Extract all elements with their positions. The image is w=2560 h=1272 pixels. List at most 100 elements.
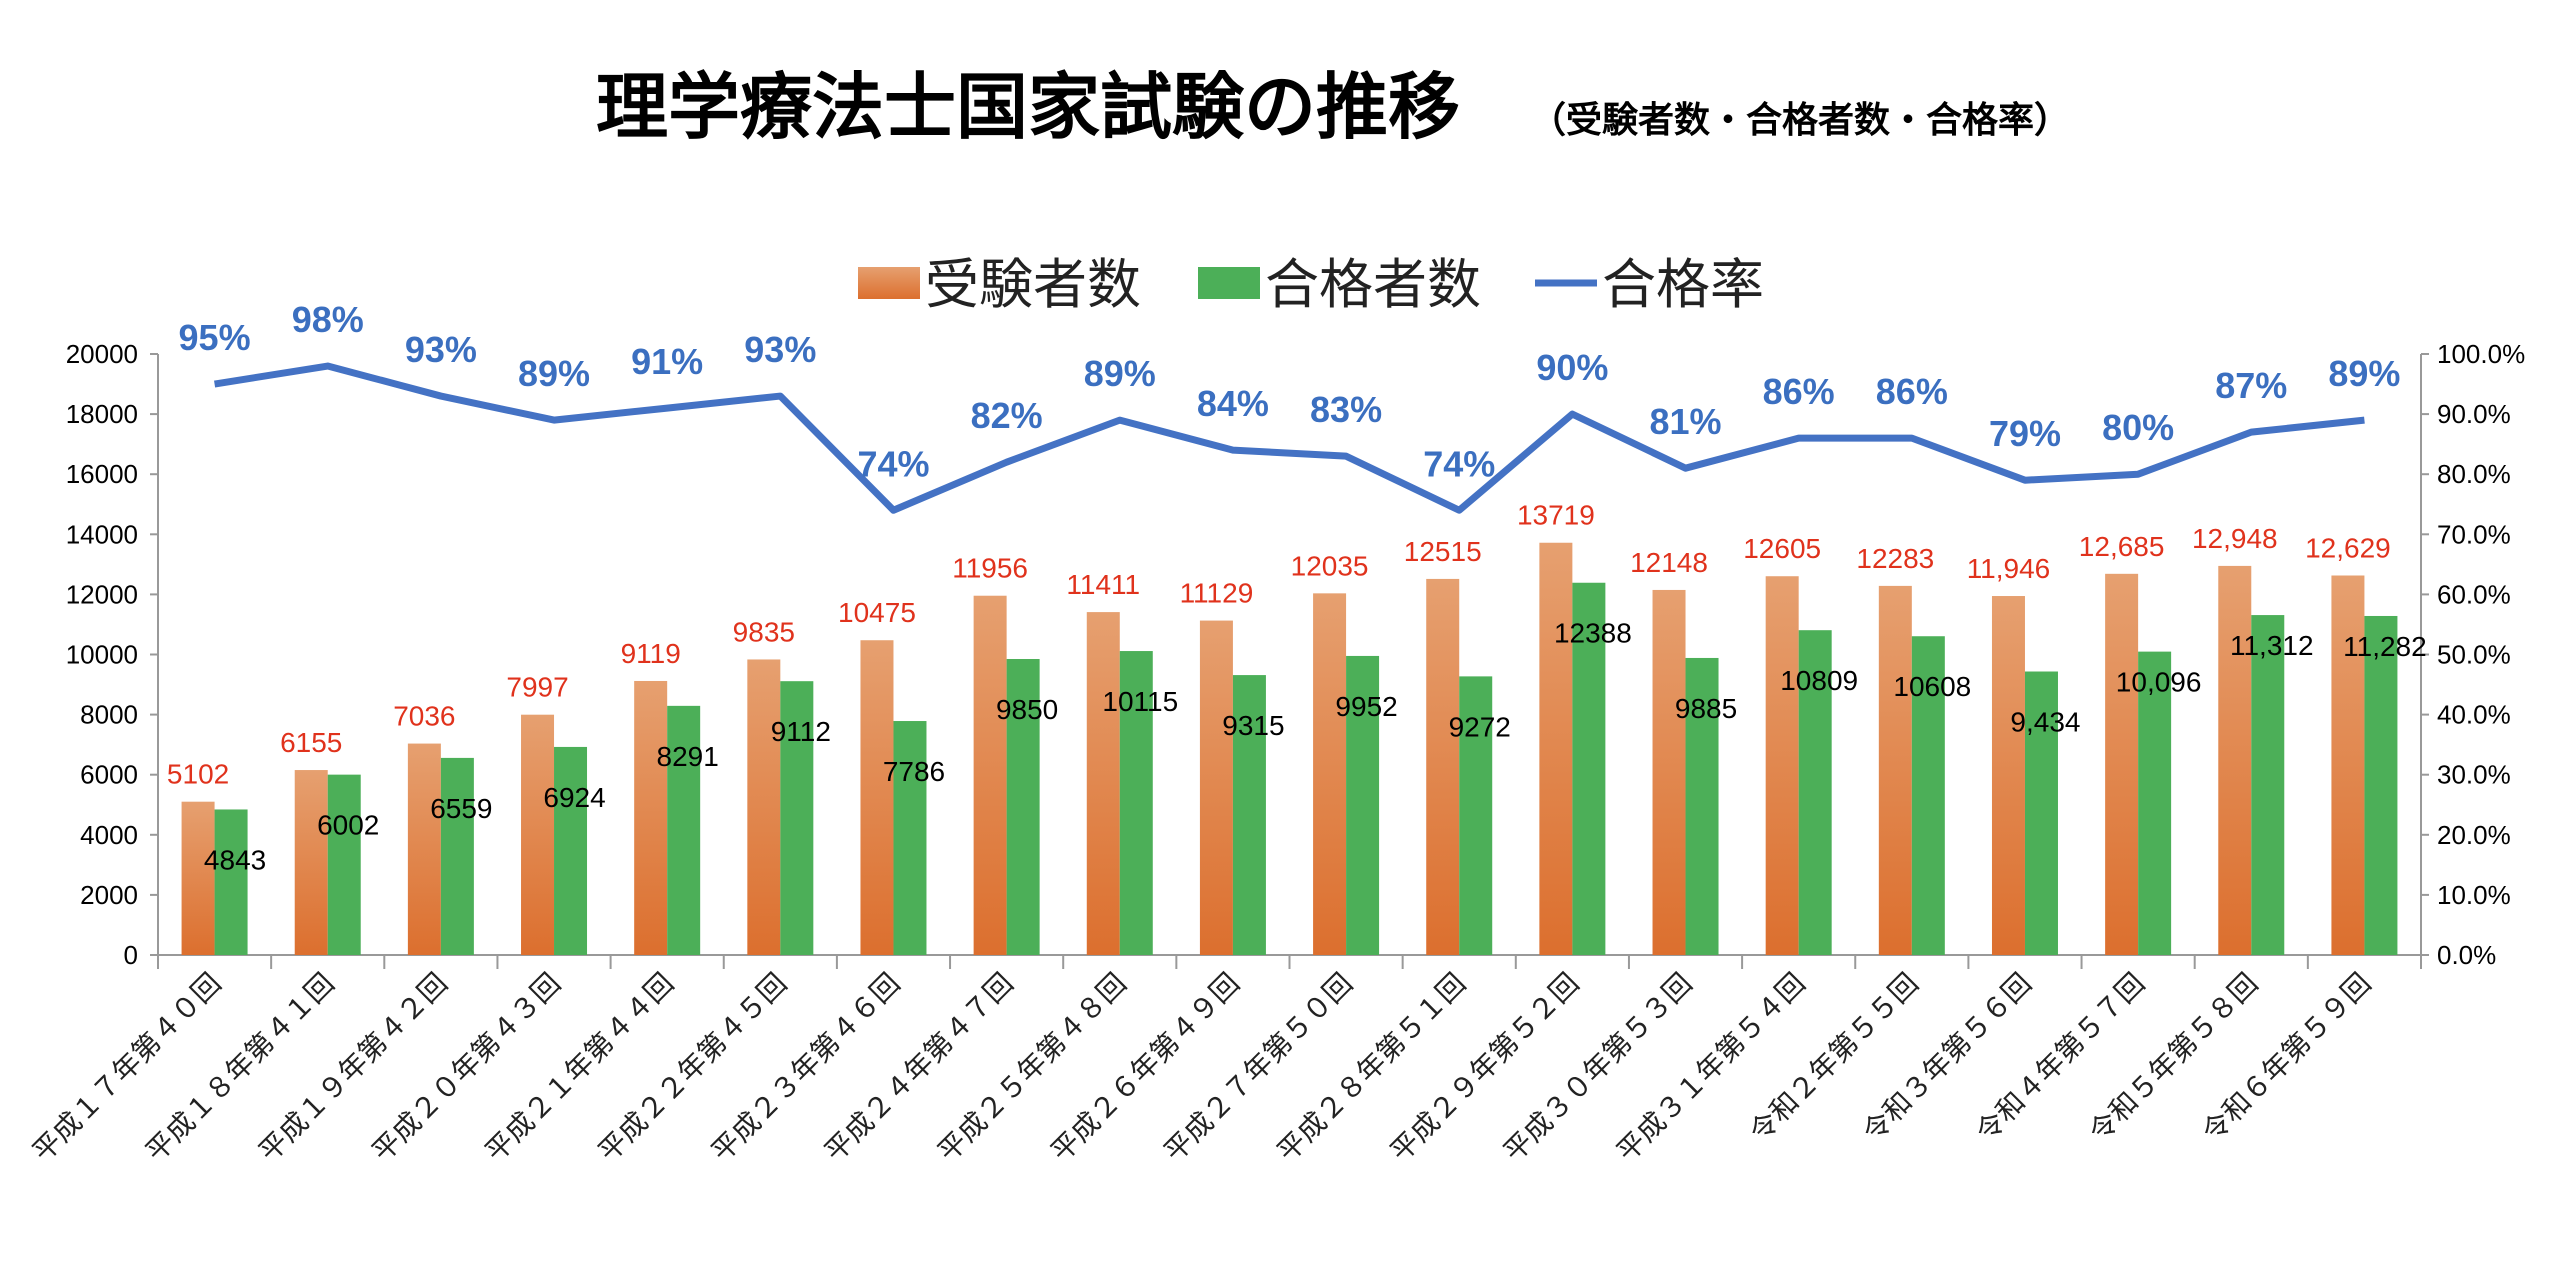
chart-title: 理学療法士国家試験の推移 — [596, 65, 1460, 149]
right-tick-label: 0.0% — [2437, 940, 2496, 970]
rate-label: 89% — [518, 353, 590, 394]
rate-label: 74% — [857, 443, 929, 484]
passers-bar — [1911, 636, 1945, 955]
passers-label: 9850 — [996, 694, 1058, 725]
examinees-label: 10475 — [838, 597, 916, 628]
right-tick-label: 60.0% — [2437, 579, 2511, 609]
examinees-label: 11411 — [1066, 569, 1140, 600]
passers-label: 10608 — [1893, 671, 1971, 702]
chart-subtitle: （受験者数・合格者数・合格率） — [1530, 100, 2070, 141]
examinees-label: 11129 — [1180, 578, 1254, 609]
passers-bar — [1346, 655, 1380, 955]
examinees-bar — [1878, 585, 1912, 955]
examinees-bar — [860, 640, 894, 955]
examinees-bar — [2105, 573, 2139, 955]
rate-label: 86% — [1876, 371, 1948, 412]
passers-label: 6924 — [543, 782, 605, 813]
rate-label: 87% — [2215, 365, 2287, 406]
examinees-label: 12035 — [1291, 550, 1369, 581]
examinees-label: 13719 — [1517, 500, 1595, 531]
passers-bar — [1685, 657, 1719, 955]
passers-bar — [554, 746, 588, 955]
passers-bar — [1572, 582, 1606, 955]
category-label: 平成２３年第４６回 — [705, 967, 907, 1169]
left-tick-label: 14000 — [66, 519, 138, 549]
passers-bar — [1006, 659, 1040, 955]
category-label: 平成３０年第５３回 — [1497, 967, 1699, 1169]
examinees-label: 11,946 — [1967, 553, 2051, 584]
legend-label-examinees: 受験者数 — [925, 253, 1141, 316]
passers-label: 9112 — [771, 716, 831, 747]
examinees-label: 9119 — [621, 638, 681, 669]
rate-label: 82% — [971, 395, 1043, 436]
rate-label: 83% — [1310, 389, 1382, 430]
left-tick-label: 4000 — [80, 820, 138, 850]
right-tick-label: 30.0% — [2437, 760, 2511, 790]
category-label: 平成２９年第５２回 — [1384, 967, 1586, 1169]
rate-label: 98% — [292, 299, 364, 340]
category-label: 平成２０年第４３回 — [365, 967, 567, 1169]
examinees-bar — [1313, 593, 1347, 955]
examinees-bar — [1991, 596, 2025, 955]
examinees-bar — [747, 659, 781, 955]
category-label: 平成２５年第４８回 — [931, 967, 1133, 1169]
passers-bar — [1798, 630, 1832, 955]
examinees-bar — [1086, 612, 1120, 955]
rate-label: 79% — [1989, 413, 2061, 454]
rate-label: 84% — [1197, 383, 1269, 424]
passers-bar — [780, 681, 814, 955]
category-label: 平成３１年第５４回 — [1610, 967, 1812, 1169]
passers-label: 10115 — [1102, 686, 1178, 717]
category-label: 平成２１年第４４回 — [479, 967, 681, 1169]
passers-bar — [327, 774, 361, 955]
legend-swatch-examinees — [858, 267, 920, 299]
passers-bar — [2024, 671, 2058, 955]
examinees-bar — [1539, 542, 1573, 955]
passers-bar — [1232, 675, 1266, 955]
right-tick-label: 10.0% — [2437, 880, 2511, 910]
rate-label: 81% — [1649, 401, 1721, 442]
examinees-bar — [294, 770, 328, 955]
category-label: 平成１８年第４１回 — [139, 967, 341, 1169]
rate-label: 80% — [2102, 407, 2174, 448]
right-tick-label: 100.0% — [2437, 339, 2525, 369]
passers-bar — [440, 757, 474, 955]
category-label: 平成１９年第４２回 — [252, 967, 454, 1169]
passers-bar — [2138, 651, 2172, 955]
passers-label: 6002 — [317, 810, 379, 841]
right-tick-label: 90.0% — [2437, 399, 2511, 429]
category-label: 平成２２年第４５回 — [592, 967, 794, 1169]
left-tick-label: 2000 — [80, 880, 138, 910]
passers-label: 9885 — [1675, 693, 1737, 724]
legend-label-rate: 合格率 — [1602, 253, 1764, 316]
examinees-label: 12605 — [1743, 533, 1821, 564]
passers-label: 11,312 — [2230, 630, 2314, 661]
examinees-label: 12283 — [1856, 543, 1934, 574]
examinees-bar — [2331, 575, 2365, 955]
left-tick-label: 10000 — [66, 640, 138, 670]
bars — [181, 542, 2398, 955]
examinees-bar — [634, 680, 668, 955]
left-tick-label: 16000 — [66, 459, 138, 489]
examinees-bar — [2218, 565, 2252, 955]
examinees-label: 12,685 — [2079, 531, 2165, 562]
examinees-label: 11956 — [952, 553, 1028, 584]
passers-bar — [2251, 615, 2285, 955]
examinees-label: 9835 — [733, 616, 795, 647]
rate-label: 91% — [631, 341, 703, 382]
right-tick-label: 40.0% — [2437, 700, 2511, 730]
left-tick-label: 12000 — [66, 579, 138, 609]
category-label: 平成２６年第４９回 — [1044, 967, 1246, 1169]
examinees-label: 12148 — [1630, 547, 1708, 578]
left-tick-label: 20000 — [66, 339, 138, 369]
passers-label: 9315 — [1222, 710, 1284, 741]
data-labels: 5102 6155 7036 7997 9119 9835 10475 11956 11411 1… — [167, 299, 2427, 875]
passers-label: 11,282 — [2343, 631, 2427, 662]
passers-label: 12388 — [1554, 618, 1632, 649]
examinees-label: 12,948 — [2192, 523, 2278, 554]
rate-label: 90% — [1536, 347, 1608, 388]
passers-label: 8291 — [657, 741, 719, 772]
legend: 受験者数 合格者数 合格率 — [858, 253, 1764, 316]
category-label: 平成２８年第５１回 — [1271, 967, 1473, 1169]
right-tick-label: 50.0% — [2437, 640, 2511, 670]
